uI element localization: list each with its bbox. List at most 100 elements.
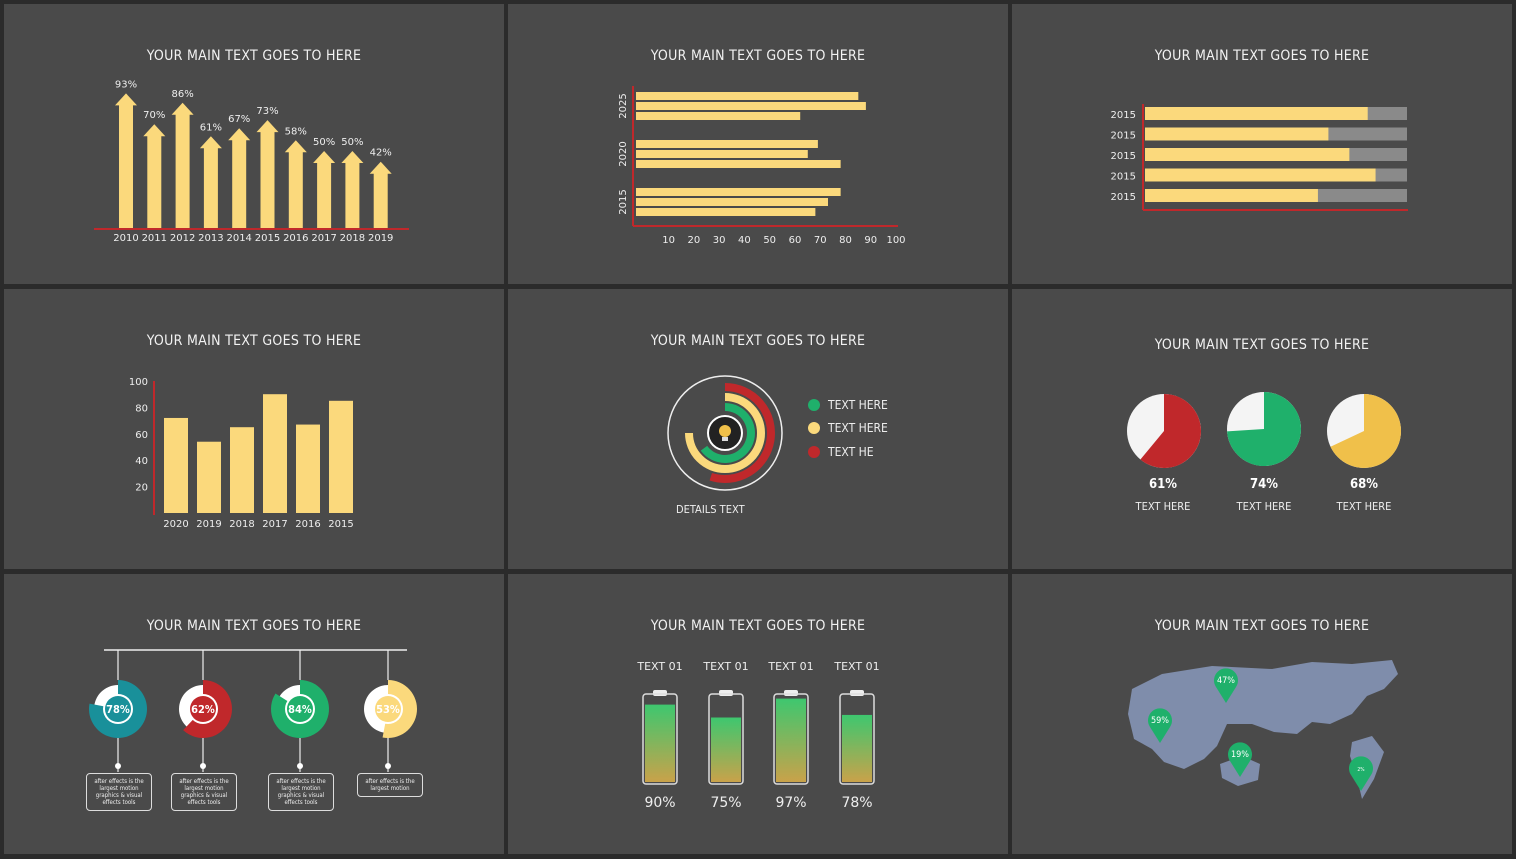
arrow-head <box>143 124 166 137</box>
battery-label: TEXT 01 <box>636 660 682 673</box>
donut-center <box>105 696 131 722</box>
category-label: 2015 <box>1111 131 1136 142</box>
bar <box>230 427 254 513</box>
tick-label: 2019 <box>196 519 221 530</box>
legend-item: TEXT HE <box>808 445 874 459</box>
tick-label: 80 <box>839 235 852 246</box>
category-label: 2015 <box>1111 192 1136 203</box>
tick-label: 60 <box>135 430 148 441</box>
battery-value: 97% <box>775 795 806 811</box>
battery-value: 75% <box>710 795 741 811</box>
category-label: 2015 <box>1111 110 1136 121</box>
battery-shell <box>839 693 875 785</box>
tick-label: 30 <box>713 235 726 246</box>
details-text: DETAILS TEXT <box>676 503 745 516</box>
battery-fill <box>645 704 675 782</box>
arrow-head <box>228 128 251 141</box>
pie-slice <box>1140 394 1201 468</box>
panel-title: YOUR MAIN TEXT GOES TO HERE <box>1154 48 1370 64</box>
bar <box>164 417 188 513</box>
battery-chart: TEXT 01 90% TEXT 01 75% TEXT 01 97% TEXT 01 78% <box>636 660 879 811</box>
legend-dot <box>808 422 820 434</box>
tick-label: 10 <box>662 235 675 246</box>
progress-bar <box>1145 127 1329 141</box>
tick-label: 2017 <box>311 233 336 244</box>
tick-label: 2018 <box>229 519 254 530</box>
h-bar <box>636 102 866 110</box>
battery-shell <box>773 693 809 785</box>
donut-center <box>287 696 313 722</box>
progress-bar-chart: 2015 2015 2015 2015 2015 <box>1111 104 1408 211</box>
progress-bar <box>1145 107 1368 120</box>
map-eurasia-africa <box>1128 660 1398 769</box>
text-box: after effects is the largest motion <box>357 773 423 797</box>
arrow-bar <box>260 128 275 228</box>
data-label: 86% <box>171 89 193 100</box>
panel-title: YOUR MAIN TEXT GOES TO HERE <box>1154 337 1370 353</box>
connector-dot <box>115 763 121 769</box>
world-map-chart: 47% 59% 19% 2% <box>1128 660 1398 799</box>
panel-title: YOUR MAIN TEXT GOES TO HERE <box>146 48 362 64</box>
tick-label: 2015 <box>328 519 353 530</box>
battery-value: 78% <box>841 795 872 811</box>
data-label: 42% <box>370 148 392 159</box>
tick-label: 2017 <box>262 519 287 530</box>
panel-arrow-bars: YOUR MAIN TEXT GOES TO HERE 93% 2010 70% 20… <box>4 4 504 284</box>
h-bar <box>636 140 818 148</box>
legend-item: TEXT HERE <box>808 421 888 435</box>
connector-dot <box>385 763 391 769</box>
data-label: 67% <box>228 114 250 125</box>
h-bar <box>636 208 816 216</box>
panel-progress-bars: YOUR MAIN TEXT GOES TO HERE 2015 2015 2015… <box>1012 4 1512 284</box>
panel-world-map: YOUR MAIN TEXT GOES TO HERE 47% 59% 19% 2% <box>1012 574 1512 854</box>
map-pin-icon <box>1148 708 1172 743</box>
arrow-bar <box>175 110 190 228</box>
tick-label: 50 <box>763 235 776 246</box>
donut-label: 84% <box>288 703 312 716</box>
legend-dot <box>808 446 820 458</box>
text-box: after effects is the largest motion grap… <box>86 773 152 811</box>
battery-shell <box>708 693 744 785</box>
data-label: 73% <box>256 106 278 117</box>
category-label: 2015 <box>1111 151 1136 162</box>
tick-label: 2012 <box>170 233 195 244</box>
battery-fill <box>842 714 872 782</box>
tick-label: 40 <box>738 235 751 246</box>
h-bar <box>636 112 801 120</box>
map-pin-label: 2% <box>1357 767 1365 773</box>
category-label: 2015 <box>1111 172 1136 183</box>
map-island <box>1342 672 1372 694</box>
arrow-bar <box>203 144 218 228</box>
donut-label: 53% <box>376 703 400 716</box>
pie-slice <box>1227 392 1301 466</box>
arrow-bar <box>119 101 133 228</box>
donut-step-chart: 78% 62% 84% 53% <box>89 649 417 772</box>
h-bar <box>636 92 859 100</box>
battery-label: TEXT 01 <box>767 660 813 673</box>
tick-label: 2014 <box>226 233 251 244</box>
battery-value: 90% <box>644 795 675 811</box>
pie-caption: 61% TEXT HERE <box>1118 477 1208 513</box>
tick-label: 2011 <box>142 233 167 244</box>
panel-donut-steps: YOUR MAIN TEXT GOES TO HERE 78% 62% 84% 53%… <box>4 574 504 854</box>
panel-title: YOUR MAIN TEXT GOES TO HERE <box>146 333 362 349</box>
horizontal-group-chart: 2025 2020 2015 10 20 30 40 50 60 70 80 90 100 <box>618 86 906 246</box>
tick-label: 80 <box>135 403 148 414</box>
battery-fill <box>776 698 806 782</box>
tick-label: 2016 <box>295 519 320 530</box>
data-label: 61% <box>200 122 222 133</box>
battery-fill <box>711 717 741 782</box>
map-pin-label: 19% <box>1231 750 1249 760</box>
tick-label: 20 <box>135 483 148 494</box>
data-label: 58% <box>285 126 307 137</box>
data-label: 50% <box>313 137 335 148</box>
tick-label: 2018 <box>340 233 365 244</box>
arrow-bar-chart: 93% 2010 70% 2011 86% 2012 61% 2013 67% 2014 73% 20… <box>94 79 409 244</box>
battery-label: TEXT 01 <box>702 660 748 673</box>
progress-bar <box>1145 148 1350 161</box>
bar <box>197 441 221 513</box>
legend-label: TEXT HERE <box>828 421 888 435</box>
tick-label: 90 <box>864 235 877 246</box>
battery-cap <box>653 690 667 696</box>
